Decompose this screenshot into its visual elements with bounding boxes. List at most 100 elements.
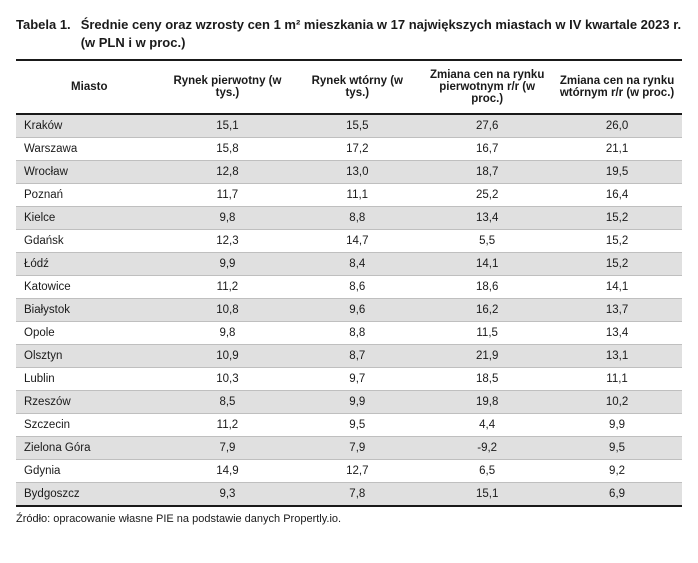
value-cell: 12,3	[163, 230, 293, 253]
value-cell: 10,9	[163, 345, 293, 368]
value-cell: -9,2	[422, 437, 552, 460]
value-cell: 15,5	[292, 114, 422, 138]
table-row: Katowice11,28,618,614,1	[16, 276, 682, 299]
value-cell: 13,0	[292, 161, 422, 184]
value-cell: 21,1	[552, 138, 682, 161]
col-header-secondary: Rynek wtórny (w tys.)	[292, 60, 422, 114]
value-cell: 10,3	[163, 368, 293, 391]
city-cell: Opole	[16, 322, 163, 345]
prices-table: Miasto Rynek pierwotny (w tys.) Rynek wt…	[16, 59, 682, 507]
table-row: Gdańsk12,314,75,515,2	[16, 230, 682, 253]
value-cell: 8,4	[292, 253, 422, 276]
table-body: Kraków15,115,527,626,0Warszawa15,817,216…	[16, 114, 682, 506]
value-cell: 10,8	[163, 299, 293, 322]
value-cell: 8,8	[292, 207, 422, 230]
city-cell: Bydgoszcz	[16, 483, 163, 507]
value-cell: 15,1	[422, 483, 552, 507]
value-cell: 15,2	[552, 207, 682, 230]
table-row: Szczecin11,29,54,49,9	[16, 414, 682, 437]
table-row: Lublin10,39,718,511,1	[16, 368, 682, 391]
table-row: Zielona Góra7,97,9-9,29,5	[16, 437, 682, 460]
value-cell: 8,6	[292, 276, 422, 299]
city-cell: Szczecin	[16, 414, 163, 437]
value-cell: 9,9	[292, 391, 422, 414]
value-cell: 8,7	[292, 345, 422, 368]
value-cell: 9,9	[163, 253, 293, 276]
city-cell: Gdańsk	[16, 230, 163, 253]
value-cell: 14,1	[422, 253, 552, 276]
city-cell: Lublin	[16, 368, 163, 391]
table-row: Kielce9,88,813,415,2	[16, 207, 682, 230]
table-row: Olsztyn10,98,721,913,1	[16, 345, 682, 368]
value-cell: 12,7	[292, 460, 422, 483]
table-row: Rzeszów8,59,919,810,2	[16, 391, 682, 414]
table-row: Wrocław12,813,018,719,5	[16, 161, 682, 184]
table-header: Miasto Rynek pierwotny (w tys.) Rynek wt…	[16, 60, 682, 114]
table-row: Bydgoszcz9,37,815,16,9	[16, 483, 682, 507]
value-cell: 15,1	[163, 114, 293, 138]
value-cell: 14,7	[292, 230, 422, 253]
table-number: Tabela 1.	[16, 16, 81, 34]
value-cell: 9,5	[552, 437, 682, 460]
table-row: Gdynia14,912,76,59,2	[16, 460, 682, 483]
table-row: Kraków15,115,527,626,0	[16, 114, 682, 138]
value-cell: 19,8	[422, 391, 552, 414]
col-header-miasto: Miasto	[16, 60, 163, 114]
value-cell: 9,9	[552, 414, 682, 437]
value-cell: 9,8	[163, 207, 293, 230]
value-cell: 4,4	[422, 414, 552, 437]
value-cell: 13,4	[422, 207, 552, 230]
city-cell: Kraków	[16, 114, 163, 138]
value-cell: 9,8	[163, 322, 293, 345]
source-line: Źródło: opracowanie własne PIE na podsta…	[16, 513, 682, 525]
city-cell: Rzeszów	[16, 391, 163, 414]
value-cell: 8,8	[292, 322, 422, 345]
value-cell: 11,2	[163, 276, 293, 299]
table-title: Tabela 1. Średnie ceny oraz wzrosty cen …	[16, 16, 682, 51]
value-cell: 9,6	[292, 299, 422, 322]
value-cell: 15,2	[552, 230, 682, 253]
value-cell: 11,7	[163, 184, 293, 207]
value-cell: 14,1	[552, 276, 682, 299]
city-cell: Olsztyn	[16, 345, 163, 368]
table-row: Opole9,88,811,513,4	[16, 322, 682, 345]
value-cell: 7,9	[163, 437, 293, 460]
city-cell: Katowice	[16, 276, 163, 299]
col-header-primary-change: Zmiana cen na rynku pierwotnym r/r (w pr…	[422, 60, 552, 114]
col-header-primary: Rynek pierwotny (w tys.)	[163, 60, 293, 114]
value-cell: 26,0	[552, 114, 682, 138]
value-cell: 14,9	[163, 460, 293, 483]
value-cell: 11,1	[292, 184, 422, 207]
value-cell: 27,6	[422, 114, 552, 138]
value-cell: 13,7	[552, 299, 682, 322]
value-cell: 16,7	[422, 138, 552, 161]
value-cell: 6,9	[552, 483, 682, 507]
value-cell: 9,5	[292, 414, 422, 437]
value-cell: 18,6	[422, 276, 552, 299]
table-row: Łódź9,98,414,115,2	[16, 253, 682, 276]
value-cell: 15,8	[163, 138, 293, 161]
value-cell: 15,2	[552, 253, 682, 276]
city-cell: Gdynia	[16, 460, 163, 483]
table-row: Warszawa15,817,216,721,1	[16, 138, 682, 161]
value-cell: 13,1	[552, 345, 682, 368]
value-cell: 16,4	[552, 184, 682, 207]
city-cell: Warszawa	[16, 138, 163, 161]
value-cell: 9,3	[163, 483, 293, 507]
table-caption: Średnie ceny oraz wzrosty cen 1 m² miesz…	[81, 16, 682, 51]
table-row: Poznań11,711,125,216,4	[16, 184, 682, 207]
value-cell: 7,9	[292, 437, 422, 460]
table-row: Białystok10,89,616,213,7	[16, 299, 682, 322]
city-cell: Kielce	[16, 207, 163, 230]
value-cell: 18,5	[422, 368, 552, 391]
value-cell: 10,2	[552, 391, 682, 414]
city-cell: Wrocław	[16, 161, 163, 184]
value-cell: 25,2	[422, 184, 552, 207]
value-cell: 16,2	[422, 299, 552, 322]
value-cell: 8,5	[163, 391, 293, 414]
value-cell: 12,8	[163, 161, 293, 184]
value-cell: 19,5	[552, 161, 682, 184]
value-cell: 9,2	[552, 460, 682, 483]
value-cell: 18,7	[422, 161, 552, 184]
value-cell: 5,5	[422, 230, 552, 253]
